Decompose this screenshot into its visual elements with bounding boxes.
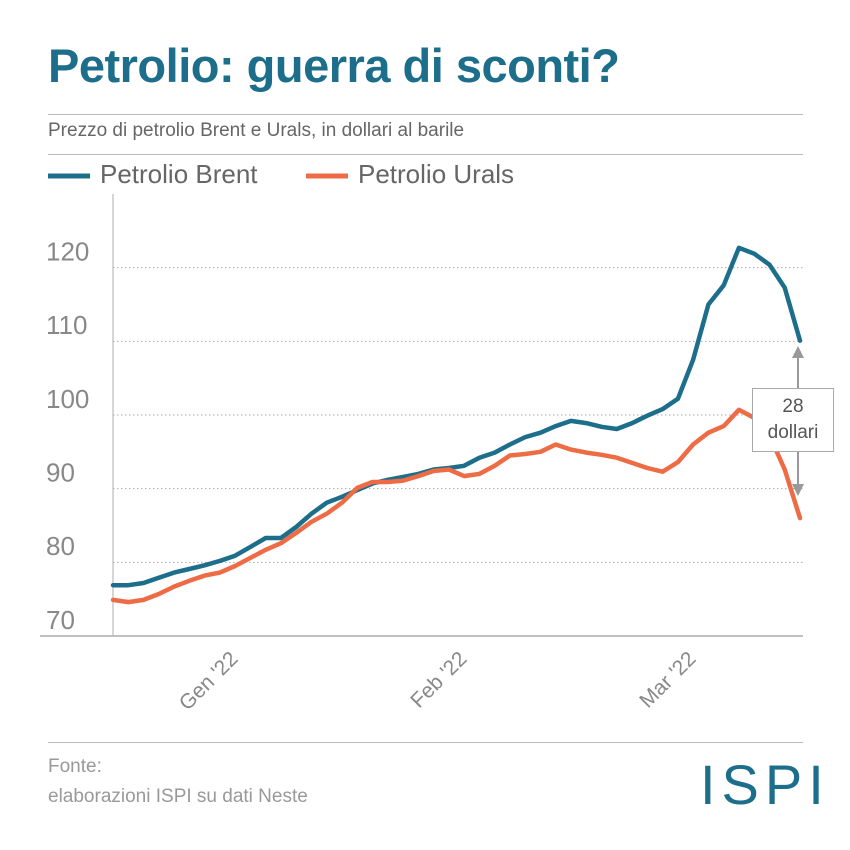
separator xyxy=(48,154,803,155)
y-tick-label: 70 xyxy=(46,605,75,635)
data-line xyxy=(110,245,803,588)
y-tick-label: 120 xyxy=(46,237,89,267)
chart-subtitle: Prezzo di petrolio Brent e Urals, in dol… xyxy=(48,120,465,141)
legend-label: Petrolio Brent xyxy=(100,159,258,189)
y-tick-label: 110 xyxy=(46,310,87,340)
arrow-head xyxy=(792,484,804,496)
chart: Petrolio Brent Petrolio Urals 70 80 90 100 110… xyxy=(40,159,804,715)
x-tick-label: Mar '22 xyxy=(635,647,700,712)
annotation: 28 dollari xyxy=(752,388,834,452)
source-label: Fonte: xyxy=(48,756,102,777)
data-line xyxy=(110,407,803,605)
y-tick-label: 90 xyxy=(46,458,75,488)
arrow-head xyxy=(792,346,804,358)
source: elaborazioni ISPI su dati Neste xyxy=(48,786,308,807)
separator xyxy=(48,114,803,115)
y-tick-label: 80 xyxy=(46,531,75,561)
x-tick-label: Gen '22 xyxy=(175,647,243,715)
chart-title: Petrolio: guerra di sconti? xyxy=(48,39,620,92)
y-tick-label: 100 xyxy=(46,384,89,414)
logo: ISPI xyxy=(700,753,830,816)
separator xyxy=(48,742,803,743)
legend-label: Petrolio Urals xyxy=(358,159,514,189)
x-tick-label: Feb '22 xyxy=(406,647,471,712)
